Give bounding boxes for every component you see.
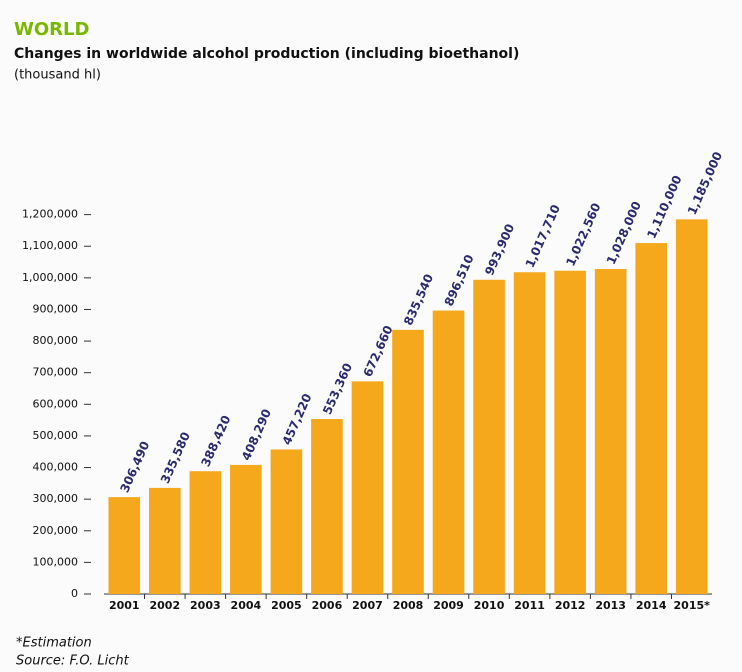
source: Source: F.O. Licht: [16, 654, 130, 669]
y-tick-label: 0: [71, 587, 78, 600]
x-tick-label: 2004: [231, 599, 262, 612]
bar: [473, 279, 505, 594]
y-tick-label: 600,000: [33, 397, 79, 410]
y-tick-label: 500,000: [33, 429, 79, 442]
x-tick-label: 2002: [149, 599, 180, 612]
x-tick-label: 2010: [474, 599, 505, 612]
x-tick-label: 2015*: [674, 599, 711, 612]
y-tick-label: 400,000: [33, 461, 79, 474]
y-tick-label: 200,000: [33, 524, 79, 537]
x-tick-label: 2012: [555, 599, 586, 612]
x-tick-label: 2006: [312, 599, 343, 612]
bar: [554, 270, 586, 594]
bar: [513, 272, 546, 594]
x-tick-label: 2009: [433, 599, 464, 612]
x-tick-label: 2014: [636, 599, 667, 612]
region-title: WORLD: [14, 19, 89, 40]
x-tick-label: 2003: [190, 599, 221, 612]
bar: [189, 471, 222, 594]
x-tick-label: 2008: [393, 599, 424, 612]
bar: [311, 419, 343, 594]
x-tick-label: 2007: [352, 599, 383, 612]
y-tick-label: 100,000: [33, 555, 79, 568]
y-tick-label: 700,000: [33, 366, 79, 379]
chart-title: Changes in worldwide alcohol production …: [14, 46, 519, 62]
y-tick-label: 900,000: [33, 302, 79, 315]
bar: [230, 464, 262, 594]
bar: [432, 310, 465, 594]
bar: [594, 268, 627, 594]
x-tick-label: 2013: [595, 599, 626, 612]
bar: [635, 243, 668, 595]
y-tick-label: 1,200,000: [22, 208, 78, 221]
bar: [675, 219, 708, 594]
y-tick-label: 800,000: [33, 334, 79, 347]
x-tick-label: 2001: [109, 599, 140, 612]
bar: [270, 449, 303, 594]
chart-subtitle: (thousand hl): [14, 68, 101, 83]
y-tick-label: 300,000: [33, 492, 79, 505]
bar: [351, 381, 384, 594]
y-tick-label: 1,000,000: [22, 271, 78, 284]
bar: [108, 497, 141, 594]
x-tick-label: 2011: [514, 599, 545, 612]
x-tick-label: 2005: [271, 599, 302, 612]
y-tick-label: 1,100,000: [22, 239, 78, 252]
bar: [392, 329, 424, 594]
bar: [148, 487, 181, 594]
footnote: *Estimation: [16, 636, 92, 651]
